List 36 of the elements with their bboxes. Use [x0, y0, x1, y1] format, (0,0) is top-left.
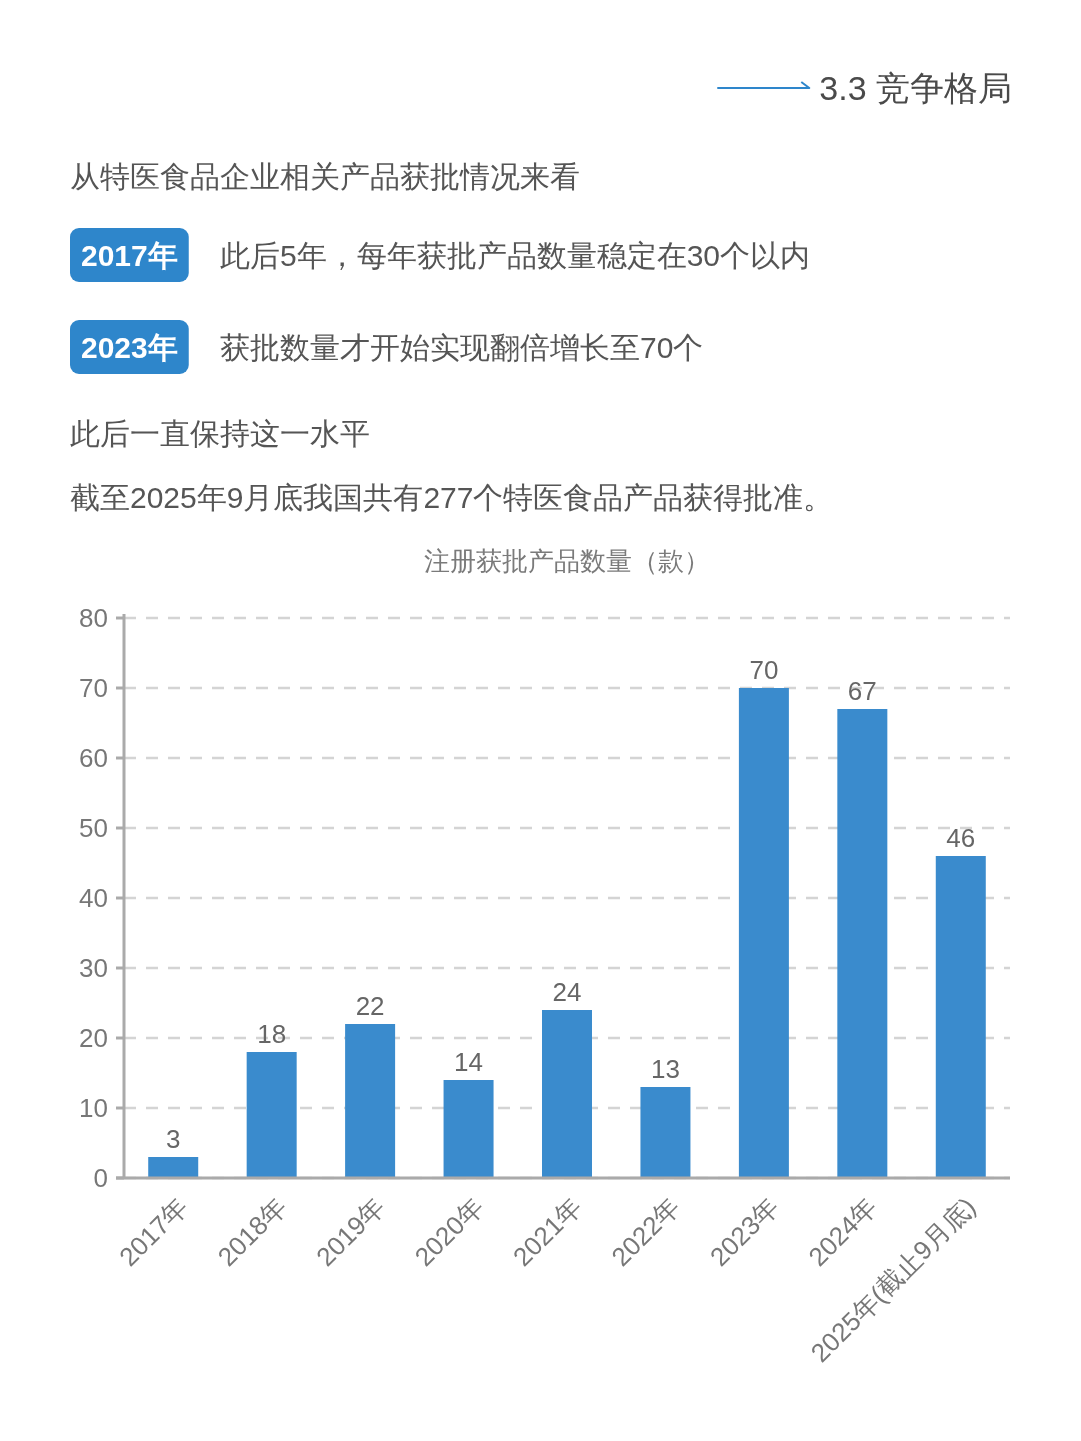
y-tick-label: 70 [79, 673, 108, 703]
bar [640, 1087, 691, 1178]
data-label: 70 [749, 655, 779, 685]
text: 3.3 竞争格局 [819, 69, 1012, 107]
data-label: 14 [454, 1047, 484, 1077]
y-tick-label: 30 [79, 953, 108, 983]
bar [246, 1052, 297, 1178]
bar [443, 1080, 494, 1178]
chart-title: 注册获批产品数量（款） [424, 546, 710, 576]
y-tick-label: 20 [79, 1023, 108, 1053]
bar [542, 1010, 592, 1178]
data-label: 13 [650, 1054, 680, 1084]
data-label: 46 [946, 823, 976, 853]
y-tick-label: 80 [79, 603, 108, 633]
y-tick-label: 50 [79, 813, 108, 843]
text: 截至2025年9月底我国共有277个特医食品产品获得批准。 [70, 481, 834, 514]
bar [837, 709, 888, 1178]
y-tick-label: 40 [79, 883, 108, 913]
text: 获批数量才开始实现翻倍增长至70个 [220, 331, 704, 364]
data-label: 3 [165, 1124, 181, 1154]
bar [345, 1024, 396, 1178]
text: 此后一直保持这一水平 [70, 417, 370, 450]
text: 2017年 [81, 239, 178, 272]
data-label: 22 [355, 991, 385, 1021]
data-label: 18 [257, 1019, 287, 1049]
data-label: 67 [847, 676, 877, 706]
bar [738, 688, 789, 1178]
data-label: 24 [552, 977, 582, 1007]
bar [148, 1157, 199, 1178]
text: 2023年 [81, 331, 178, 364]
text: 从特医食品企业相关产品获批情况来看 [70, 160, 580, 193]
bar [935, 856, 986, 1178]
y-tick-label: 60 [79, 743, 108, 773]
y-tick-label: 10 [79, 1093, 108, 1123]
text: 此后5年，每年获批产品数量稳定在30个以内 [220, 239, 811, 272]
y-tick-label: 0 [93, 1163, 108, 1193]
